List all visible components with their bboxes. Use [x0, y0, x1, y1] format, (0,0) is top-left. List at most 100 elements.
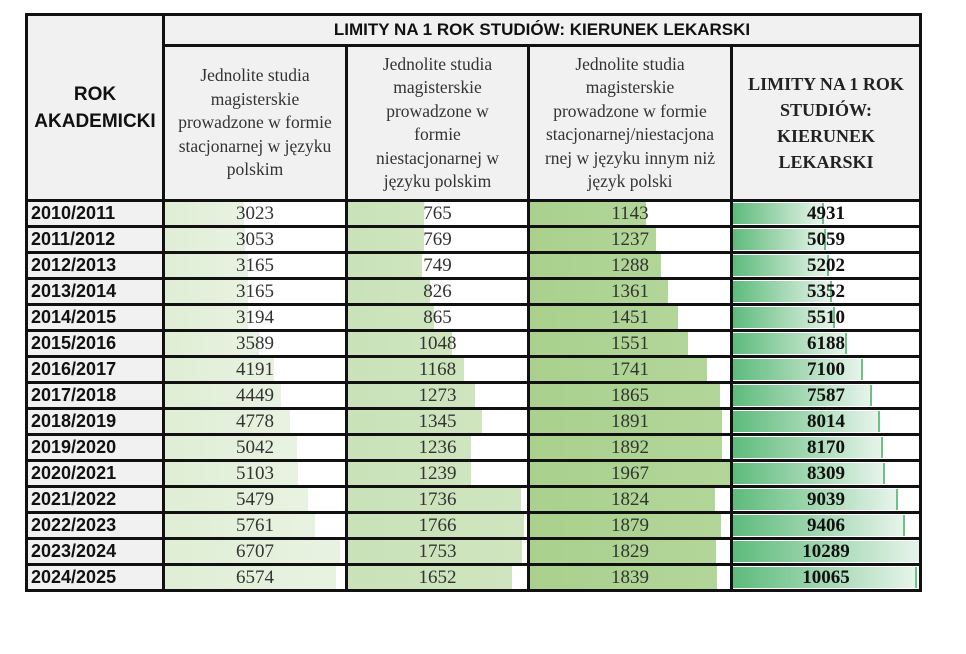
data-bar	[734, 229, 826, 250]
cell-value: 1345	[418, 411, 457, 432]
data-bar	[734, 255, 829, 276]
value-cell-razem: 8014	[729, 407, 923, 436]
column-header-line: Jednolite studia	[575, 53, 685, 74]
cell-value: 3589	[236, 333, 274, 354]
table-row: 2016/2017 4191 1168 1741 7100	[25, 355, 923, 384]
cell-value: 3023	[236, 203, 274, 224]
value-cell-niestacjonarne_pl: 1753	[345, 537, 530, 566]
year-cell: 2017/2018	[25, 381, 165, 410]
year-cell: 2024/2025	[25, 563, 165, 592]
year-cell: 2023/2024	[25, 537, 165, 566]
value-cell-obcojezyczne: 1879	[527, 511, 733, 540]
column-header-line: prowadzone w formie	[553, 100, 707, 121]
cell-value: 5352	[807, 281, 845, 302]
year-header-line-1: ROK	[73, 83, 117, 105]
value-cell-niestacjonarne_pl: 765	[345, 199, 530, 228]
data-bar	[166, 567, 336, 588]
value-cell-razem: 5059	[729, 225, 923, 254]
cell-value: 1143	[611, 203, 649, 224]
table-row: 2019/2020 5042 1236 1892 8170	[25, 433, 923, 462]
data-bar	[734, 307, 835, 328]
cell-value: 5761	[236, 515, 274, 536]
cell-value: 1168	[418, 359, 457, 380]
year-cell: 2016/2017	[25, 355, 165, 384]
cell-value: 769	[423, 229, 452, 250]
column-header-line: magisterskie	[393, 77, 482, 97]
year-cell: 2011/2012	[25, 225, 165, 254]
data-bar	[734, 333, 847, 354]
value-cell-razem: 10065	[729, 563, 923, 592]
column-header-stacjonarne_pl: Jednolite studia magisterskie prowadzone w…	[162, 44, 348, 202]
value-cell-obcojezyczne: 1551	[527, 329, 733, 358]
cell-value: 1753	[418, 541, 457, 562]
data-bar	[166, 333, 259, 354]
data-bar	[531, 463, 729, 484]
value-cell-obcojezyczne: 1237	[527, 225, 733, 254]
value-cell-razem: 9406	[729, 511, 923, 540]
data-bar	[349, 541, 522, 562]
table-row: 2018/2019 4778 1345 1891 8014	[25, 407, 923, 436]
cell-value: 1891	[611, 411, 649, 432]
data-bar	[166, 229, 245, 250]
value-cell-niestacjonarne_pl: 1048	[345, 329, 530, 358]
cell-value: 1048	[418, 333, 457, 354]
cell-value: 1865	[611, 385, 649, 406]
value-cell-stacjonarne_pl: 6574	[162, 563, 348, 592]
cell-value: 1766	[418, 515, 457, 536]
year-cell: 2021/2022	[25, 485, 165, 514]
value-cell-niestacjonarne_pl: 1652	[345, 563, 530, 592]
value-cell-niestacjonarne_pl: 1236	[345, 433, 530, 462]
value-cell-stacjonarne_pl: 3165	[162, 277, 348, 306]
column-header-line: niestacjonarnej w	[376, 147, 499, 168]
cell-value: 865	[423, 307, 452, 328]
data-bar	[166, 281, 248, 302]
data-bar	[349, 255, 422, 276]
data-bar	[734, 515, 905, 536]
column-header-line: prowadzone w formie	[178, 112, 332, 133]
data-bar	[349, 437, 471, 458]
column-header-line: stacjonarnej/niestacjona	[545, 124, 715, 144]
value-cell-obcojezyczne: 1891	[527, 407, 733, 436]
cell-value: 1239	[418, 463, 457, 484]
column-header-line: STUDIÓW:	[779, 100, 873, 120]
cell-value: 8170	[807, 437, 845, 458]
data-bar	[734, 385, 872, 406]
data-bar	[734, 567, 917, 588]
table-row: 2020/2021 5103 1239 1967 8309	[25, 459, 923, 488]
data-bar	[166, 437, 297, 458]
column-header-line: polskim	[226, 159, 284, 180]
year-cell: 2013/2014	[25, 277, 165, 306]
data-bar	[531, 411, 722, 432]
cell-value: 5510	[807, 307, 845, 328]
cell-value: 826	[423, 281, 452, 302]
data-bar	[531, 203, 646, 224]
value-cell-razem: 5202	[729, 251, 923, 280]
data-bar	[734, 359, 863, 380]
value-cell-stacjonarne_pl: 4191	[162, 355, 348, 384]
cell-value: 3165	[236, 281, 274, 302]
data-bar	[531, 541, 716, 562]
cell-value: 1451	[611, 307, 649, 328]
column-header-line: Jednolite studia	[382, 53, 493, 74]
value-cell-stacjonarne_pl: 5103	[162, 459, 348, 488]
cell-value: 6574	[236, 567, 274, 588]
table-row: 2015/2016 3589 1048 1551 6188	[25, 329, 923, 358]
year-header-line-2: AKADEMICKI	[34, 110, 156, 132]
cell-value: 8014	[807, 411, 845, 432]
data-bar	[531, 255, 661, 276]
year-cell: 2020/2021	[25, 459, 165, 488]
cell-value: 5103	[236, 463, 274, 484]
column-header-line: LIMITY NA 1 ROK	[748, 74, 904, 94]
table-row: 2013/2014 3165 826 1361 5352	[25, 277, 923, 306]
cell-value: 749	[423, 255, 452, 276]
value-cell-niestacjonarne_pl: 749	[345, 251, 530, 280]
table-row: 2023/2024 6707 1753 1829 10289	[25, 537, 923, 566]
cell-value: 765	[423, 203, 452, 224]
data-bar	[166, 307, 248, 328]
table-row: 2012/2013 3165 749 1288 5202	[25, 251, 923, 280]
column-header-line: magisterskie	[210, 88, 300, 109]
value-cell-obcojezyczne: 1839	[527, 563, 733, 592]
cell-value: 1288	[611, 255, 649, 276]
data-bar	[734, 437, 883, 458]
value-cell-niestacjonarne_pl: 769	[345, 225, 530, 254]
